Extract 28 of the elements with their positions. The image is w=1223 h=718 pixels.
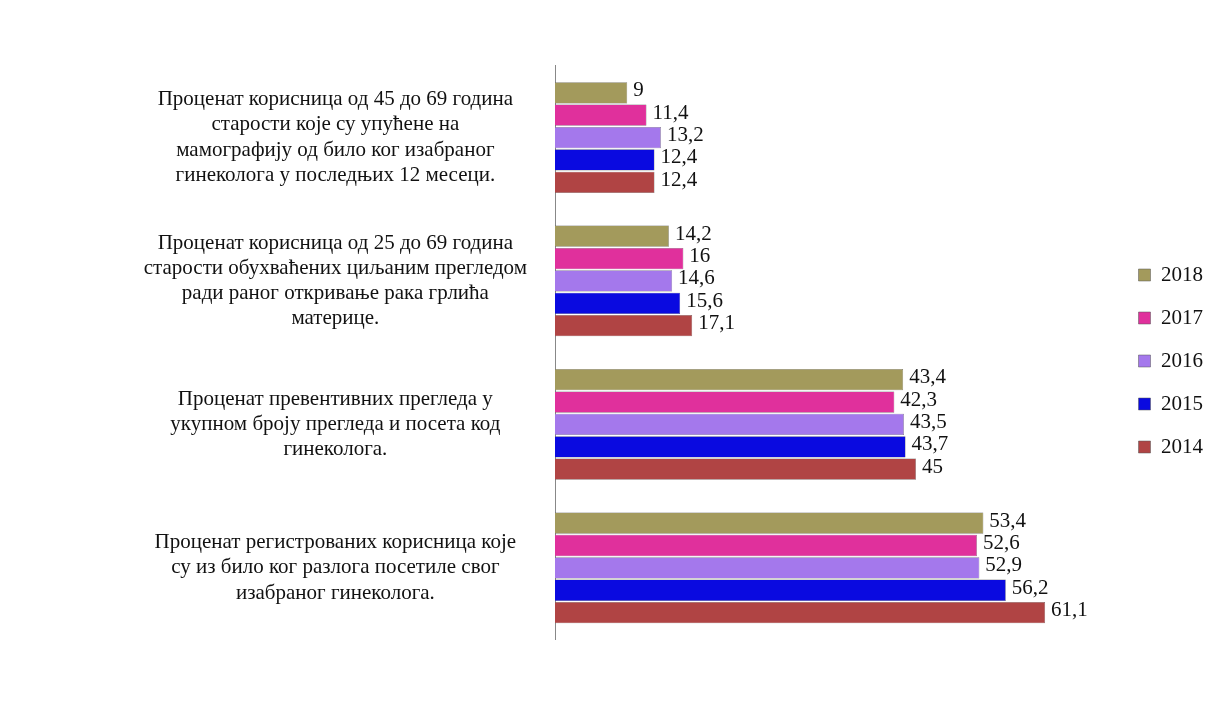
data-label: 61,1 bbox=[1051, 597, 1088, 622]
data-label: 15,6 bbox=[686, 287, 723, 312]
legend-label: 2015 bbox=[1161, 390, 1203, 415]
data-label: 14,2 bbox=[674, 220, 712, 245]
data-label: 16 bbox=[689, 243, 711, 268]
data-label: 12,4 bbox=[660, 144, 698, 169]
data-label: 17,1 bbox=[698, 310, 735, 335]
data-label: 43,4 bbox=[909, 364, 947, 389]
y-tick-label: Проценат превентивних прегледа у укупном броју прегледа и посета код гинеколога. bbox=[170, 385, 501, 461]
data-label: 56,2 bbox=[1011, 574, 1049, 599]
data-label: 11,4 bbox=[652, 99, 689, 124]
y-tick-label: Проценат корисница од 25 до 69 година старости обухваћених циљаним прегледом ради раног откривање рака грлића материце. bbox=[143, 229, 527, 330]
data-label: 42,3 bbox=[900, 386, 938, 411]
data-label: 45 bbox=[921, 453, 943, 478]
data-label: 9 bbox=[633, 77, 644, 102]
data-label: 53,4 bbox=[989, 507, 1027, 532]
y-tick-label: Проценат корисница од 45 до 69 година старости које су упућене на мамографију од било ког изабраног гинеколога у последњих 12 месеци. bbox=[157, 86, 514, 186]
data-label: 52,6 bbox=[982, 530, 1020, 555]
legend-label: 2018 bbox=[1161, 261, 1203, 286]
data-label: 52,9 bbox=[985, 552, 1023, 577]
data-label: 13,2 bbox=[666, 122, 704, 147]
data-label: 43,7 bbox=[911, 431, 949, 456]
data-label: 14,6 bbox=[678, 265, 715, 290]
legend-label: 2017 bbox=[1161, 304, 1203, 329]
legend-label: 2016 bbox=[1161, 347, 1203, 372]
data-label: 12,4 bbox=[660, 166, 698, 191]
y-tick-label: Проценат регистрованих корисница које су из било ког разлога посетиле свог изабраног гинеколога. bbox=[154, 529, 517, 604]
legend-label: 2014 bbox=[1161, 433, 1204, 458]
